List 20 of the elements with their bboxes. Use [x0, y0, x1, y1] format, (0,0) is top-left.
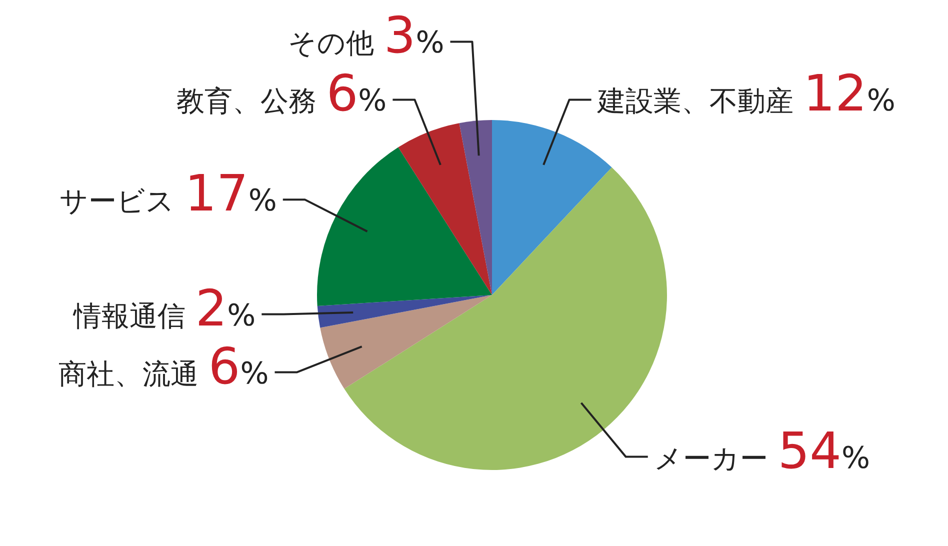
slice-label: 情報通信	[72, 299, 186, 332]
slice-label: 建設業、不動産	[596, 84, 794, 118]
data-label: 2%	[195, 279, 256, 338]
pie-slice	[317, 295, 492, 328]
slice-label: 商社、流通	[58, 357, 198, 390]
data-label: 6%	[208, 337, 269, 396]
data-label: 6%	[326, 64, 387, 123]
pie-slice	[398, 123, 492, 295]
slice-label: メーカー	[654, 442, 768, 475]
data-label: 17%	[184, 164, 277, 223]
pie-slice	[320, 295, 492, 389]
pie-slice	[459, 120, 492, 295]
slice-label: サービス	[60, 184, 175, 218]
pie-slice	[317, 147, 492, 306]
slice-label: その他	[288, 26, 374, 60]
data-label: 54%	[778, 422, 870, 480]
slice-label: 教育、公務	[176, 84, 316, 118]
data-label: 3%	[384, 6, 444, 65]
pie-slice	[492, 120, 612, 295]
data-label: 12%	[803, 64, 896, 123]
